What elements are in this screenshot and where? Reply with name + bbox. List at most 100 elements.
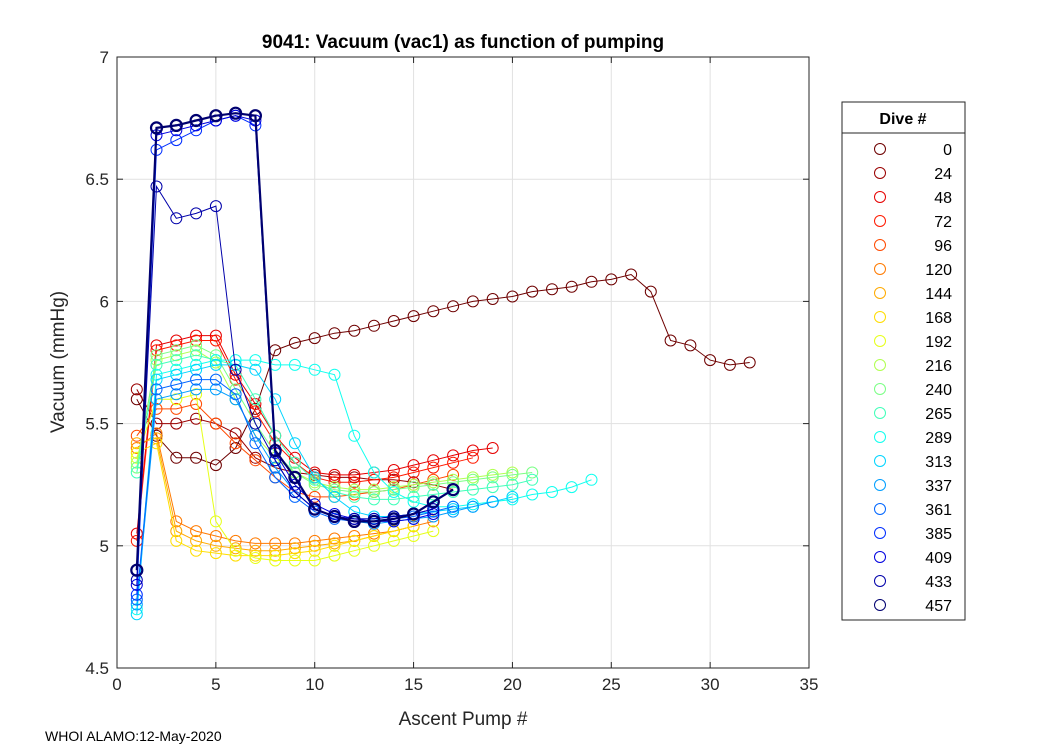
series-point (249, 552, 262, 564)
legend-entry: 337 (874, 478, 952, 495)
series-point (585, 275, 598, 288)
series-point (249, 537, 262, 550)
series-point (407, 530, 420, 542)
series-point (269, 393, 282, 406)
legend-marker (874, 455, 886, 467)
series-point (209, 539, 222, 552)
series-point (327, 509, 342, 524)
series-point (328, 481, 341, 494)
series-point (268, 443, 282, 458)
series-point (308, 554, 321, 567)
series-point (150, 373, 163, 386)
series-line (136, 393, 434, 561)
legend-entry: 120 (874, 262, 952, 279)
series-point (209, 349, 222, 362)
series-point (427, 305, 440, 318)
series-point (170, 378, 183, 391)
series-point (249, 417, 262, 430)
series-point (387, 534, 400, 547)
series-point (407, 520, 420, 533)
series-point (209, 417, 222, 430)
series-point (407, 507, 421, 521)
series-point (407, 478, 420, 491)
series-point (190, 451, 203, 464)
series-point (387, 471, 400, 484)
y-tick-label: 6.5 (85, 170, 109, 189)
series-point (466, 444, 479, 457)
series-point (269, 554, 282, 567)
series-point (288, 537, 301, 550)
series-point (486, 468, 499, 481)
legend-entry: 433 (874, 574, 952, 591)
series-point (308, 539, 321, 552)
series-point (348, 490, 361, 503)
legend-marker (874, 599, 886, 611)
series-point (427, 473, 440, 486)
series-point (249, 363, 262, 376)
legend-entry: 168 (874, 310, 952, 327)
series-point (170, 368, 183, 381)
series-line (136, 432, 434, 544)
legend-label: 289 (925, 430, 952, 447)
series-point (348, 468, 361, 481)
series-point (348, 429, 361, 442)
series-point (288, 486, 301, 498)
legend-label: 457 (925, 598, 952, 615)
legend-entry: 265 (874, 406, 952, 423)
series-point (743, 356, 756, 369)
legend-marker (874, 143, 886, 155)
series-layer (130, 106, 756, 621)
series-point (387, 486, 400, 498)
series-point (684, 339, 697, 352)
series-point (209, 530, 222, 542)
series-point (368, 539, 380, 552)
series-point (387, 512, 401, 526)
series-point (407, 481, 420, 494)
series-point (546, 283, 558, 296)
series-point (229, 542, 242, 555)
footer-text: WHOI ALAMO:12-May-2020 (45, 728, 222, 744)
series-point (328, 539, 341, 552)
series-point (466, 483, 479, 496)
series-point (447, 456, 460, 469)
series-point (149, 121, 164, 135)
legend-marker (874, 359, 886, 371)
series-point (506, 466, 519, 479)
series-point (288, 554, 301, 567)
legend-marker (874, 167, 886, 179)
series-point (269, 454, 282, 467)
series-point (387, 315, 400, 327)
series-point (367, 514, 381, 529)
series-line (136, 442, 414, 557)
series-point (368, 530, 380, 542)
series-point (368, 527, 380, 540)
series-point (605, 273, 618, 286)
series-point (190, 344, 203, 357)
y-tick-label: 5 (100, 537, 109, 556)
legend-marker (874, 407, 886, 419)
legend-marker (874, 527, 886, 539)
series-point (170, 212, 183, 225)
legend-label: 72 (934, 214, 952, 231)
series-point (328, 537, 341, 550)
x-tick-label: 35 (800, 675, 819, 694)
series-line (136, 344, 533, 493)
series-point (269, 549, 282, 562)
series-point (190, 412, 203, 425)
series-point (625, 268, 638, 281)
series-point (229, 363, 242, 376)
series-point (130, 588, 143, 601)
series-point (170, 534, 183, 547)
series-point (427, 505, 440, 518)
series-point (447, 468, 460, 481)
series-point (348, 530, 361, 542)
legend-label: 24 (934, 166, 952, 183)
series-point (190, 544, 203, 557)
series-point (368, 473, 380, 486)
legend-entry: 192 (874, 334, 952, 351)
series-point (130, 383, 143, 396)
series-point (249, 454, 262, 467)
series-point (466, 451, 479, 464)
series-point (209, 334, 222, 347)
series-point (446, 483, 460, 497)
